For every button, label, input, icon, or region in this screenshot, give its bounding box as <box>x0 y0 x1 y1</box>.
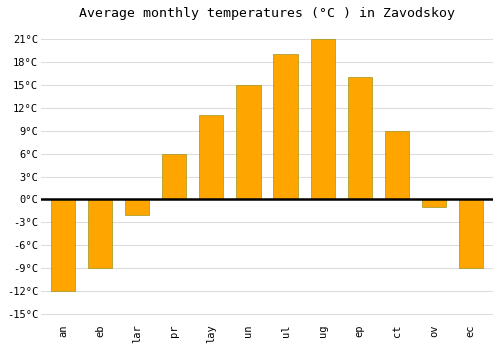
Bar <box>422 199 446 207</box>
Bar <box>274 54 297 199</box>
Bar <box>162 154 186 200</box>
Bar <box>459 199 483 268</box>
Title: Average monthly temperatures (°C ) in Zavodskoy: Average monthly temperatures (°C ) in Za… <box>79 7 455 20</box>
Bar <box>310 39 334 200</box>
Bar <box>88 199 112 268</box>
Bar <box>384 131 409 200</box>
Bar <box>126 199 150 215</box>
Bar <box>236 85 260 200</box>
Bar <box>200 116 224 199</box>
Bar <box>348 77 372 200</box>
Bar <box>51 199 75 291</box>
